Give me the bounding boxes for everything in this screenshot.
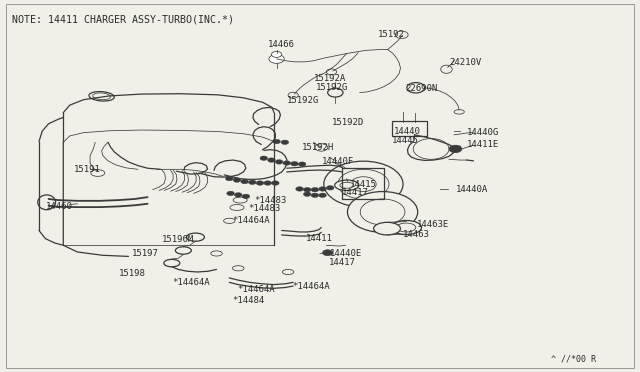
Ellipse shape [186,233,204,241]
Text: 15191: 15191 [74,165,101,174]
Circle shape [242,194,250,199]
Circle shape [298,162,306,166]
Circle shape [264,181,271,185]
Text: 14463E: 14463E [417,221,449,230]
Circle shape [324,161,403,207]
Circle shape [311,187,319,192]
Text: 15192A: 15192A [314,74,346,83]
Circle shape [283,161,291,165]
Text: 14440: 14440 [394,126,421,136]
Text: 14460: 14460 [45,202,72,211]
Text: 15192G: 15192G [316,83,348,92]
Circle shape [271,181,279,185]
Text: 14417: 14417 [342,188,369,197]
Text: 15192G: 15192G [287,96,319,105]
Circle shape [260,156,268,160]
Text: *14483: *14483 [248,204,281,213]
Text: ^ //*00 R: ^ //*00 R [551,355,596,364]
Text: 15198: 15198 [119,269,146,278]
Ellipse shape [164,259,180,267]
Text: 14417: 14417 [329,258,356,267]
Circle shape [281,140,289,144]
Circle shape [225,176,233,181]
Text: *14483: *14483 [254,196,287,205]
Circle shape [227,191,234,196]
Ellipse shape [335,180,359,190]
FancyBboxPatch shape [392,121,427,136]
Text: 14440A: 14440A [456,185,488,194]
Circle shape [233,178,241,182]
Text: 14411E: 14411E [467,140,499,149]
Text: 24210V: 24210V [449,58,481,67]
Text: 14466: 14466 [268,40,294,49]
Circle shape [328,88,343,97]
Text: 14440F: 14440F [322,157,354,166]
Circle shape [273,139,280,144]
Circle shape [271,51,282,57]
Ellipse shape [374,222,401,235]
Circle shape [268,158,275,162]
Text: *14484: *14484 [232,296,265,305]
Ellipse shape [38,195,56,210]
Text: NOTE: 14411 CHARGER ASSY-TURBO(INC.*): NOTE: 14411 CHARGER ASSY-TURBO(INC.*) [12,15,234,25]
Circle shape [326,186,334,190]
Circle shape [269,54,284,63]
Text: 14463: 14463 [403,230,430,240]
Text: 15192H: 15192H [302,143,334,152]
Text: 14411: 14411 [306,234,333,243]
Text: *14464A: *14464A [237,285,275,294]
Circle shape [348,192,418,232]
Text: 14445: 14445 [392,136,419,145]
Circle shape [407,83,425,93]
Circle shape [303,187,311,192]
Circle shape [323,250,333,256]
Circle shape [319,193,326,198]
Circle shape [319,187,326,191]
Text: 15196M: 15196M [163,235,195,244]
Text: 22690N: 22690N [406,84,438,93]
Circle shape [275,160,283,164]
Circle shape [296,187,303,191]
Text: 15192D: 15192D [332,118,364,127]
Circle shape [256,181,264,185]
Text: 15197: 15197 [132,249,159,258]
Text: *14464A: *14464A [172,278,209,287]
Ellipse shape [175,247,191,254]
Text: 15192: 15192 [378,29,404,39]
Ellipse shape [391,221,422,235]
Text: 14415: 14415 [350,180,377,189]
Circle shape [449,145,462,153]
Text: 14440G: 14440G [467,128,499,137]
Circle shape [241,179,248,184]
Circle shape [291,161,298,166]
Circle shape [234,193,242,197]
Text: 14440E: 14440E [330,249,362,258]
Text: *14464A: *14464A [232,217,270,225]
Circle shape [311,193,319,198]
Circle shape [303,192,311,196]
Circle shape [248,180,256,185]
Text: *14464A: *14464A [292,282,330,291]
